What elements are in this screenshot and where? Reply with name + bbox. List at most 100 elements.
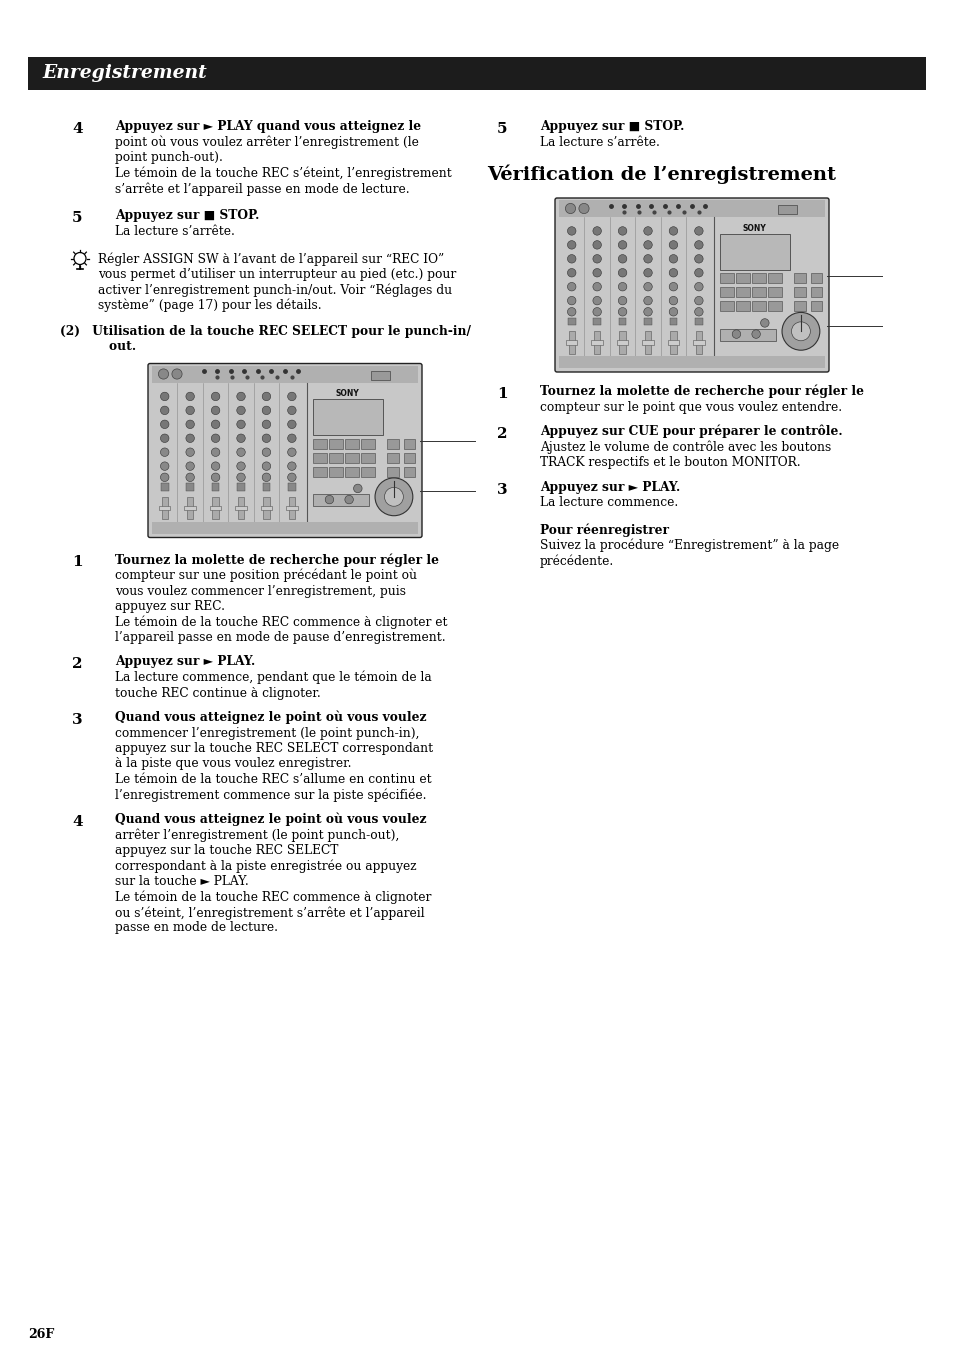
Circle shape (186, 420, 194, 428)
Bar (313, 400, 382, 435)
Circle shape (262, 420, 271, 428)
Bar (810, 288, 821, 297)
Text: SONY: SONY (335, 389, 358, 399)
Circle shape (694, 240, 702, 249)
Circle shape (781, 312, 819, 350)
Bar (751, 288, 765, 297)
Circle shape (618, 296, 626, 305)
Bar (212, 484, 219, 490)
Bar (313, 453, 327, 462)
Text: La lecture s’arrête.: La lecture s’arrête. (115, 226, 234, 238)
Bar (617, 340, 628, 345)
Circle shape (592, 296, 600, 305)
Text: 4: 4 (71, 815, 83, 830)
Text: Le témoin de la touche REC s’éteint, l’enregistrement: Le témoin de la touche REC s’éteint, l’e… (115, 166, 452, 180)
Bar (313, 439, 327, 449)
Circle shape (668, 227, 677, 235)
Bar (568, 331, 575, 354)
Bar (643, 317, 651, 326)
Text: ou s’éteint, l’enregistrement s’arrête et l’appareil: ou s’éteint, l’enregistrement s’arrête e… (115, 907, 424, 920)
Text: Appuyez sur ► PLAY quand vous atteignez le: Appuyez sur ► PLAY quand vous atteignez … (115, 120, 420, 132)
Circle shape (186, 473, 194, 481)
Text: Pour réenregistrer: Pour réenregistrer (539, 523, 668, 536)
Circle shape (643, 296, 652, 305)
Text: La lecture commence, pendant que le témoin de la: La lecture commence, pendant que le témo… (115, 671, 432, 685)
Circle shape (618, 308, 626, 316)
Bar (237, 484, 245, 490)
Circle shape (375, 478, 413, 516)
Bar (345, 467, 359, 477)
Circle shape (186, 434, 194, 443)
Bar (361, 467, 375, 477)
Bar (719, 273, 733, 284)
Circle shape (344, 496, 353, 504)
Circle shape (236, 407, 245, 415)
Text: Enregistrement: Enregistrement (42, 65, 207, 82)
Circle shape (354, 484, 362, 493)
Bar (403, 467, 415, 477)
Circle shape (694, 269, 702, 277)
Circle shape (791, 322, 809, 340)
Circle shape (288, 473, 295, 481)
Bar (751, 301, 765, 311)
Circle shape (592, 240, 600, 249)
Circle shape (592, 254, 600, 263)
Text: système” (page 17) pour les détails.: système” (page 17) pour les détails. (98, 299, 321, 312)
Circle shape (565, 204, 575, 213)
Text: Tournez la molette de recherche pour régler le: Tournez la molette de recherche pour rég… (539, 385, 863, 399)
Text: Tournez la molette de recherche pour régler le: Tournez la molette de recherche pour rég… (115, 554, 438, 567)
Bar (286, 505, 297, 509)
Circle shape (262, 392, 271, 401)
Text: à la piste que vous voulez enregistrer.: à la piste que vous voulez enregistrer. (115, 758, 351, 770)
Circle shape (160, 462, 169, 470)
Text: vous voulez commencer l’enregistrement, puis: vous voulez commencer l’enregistrement, … (115, 585, 406, 597)
Circle shape (618, 269, 626, 277)
Text: 3: 3 (71, 713, 83, 727)
Bar (558, 357, 824, 367)
Bar (387, 467, 398, 477)
Bar (644, 331, 651, 354)
Bar (767, 301, 781, 311)
Text: SONY: SONY (741, 224, 765, 232)
Text: 1: 1 (497, 386, 507, 401)
Circle shape (236, 434, 245, 443)
Circle shape (160, 434, 169, 443)
Bar (184, 505, 195, 509)
Text: Le témoin de la touche REC commence à clignoter: Le témoin de la touche REC commence à cl… (115, 890, 431, 904)
Text: Quand vous atteignez le point où vous voulez: Quand vous atteignez le point où vous vo… (115, 813, 426, 827)
Circle shape (567, 227, 576, 235)
Circle shape (262, 407, 271, 415)
Bar (670, 331, 676, 354)
Circle shape (236, 420, 245, 428)
Text: point punch-out).: point punch-out). (115, 151, 223, 163)
Bar (719, 288, 733, 297)
Text: La lecture commence.: La lecture commence. (539, 496, 678, 509)
Text: Appuyez sur ► PLAY.: Appuyez sur ► PLAY. (115, 655, 255, 669)
Bar (263, 497, 270, 519)
Bar (345, 439, 359, 449)
Circle shape (592, 227, 600, 235)
Circle shape (158, 369, 169, 380)
Bar (794, 301, 805, 311)
Text: point où vous voulez arrêter l’enregistrement (le: point où vous voulez arrêter l’enregistr… (115, 135, 418, 149)
Circle shape (172, 369, 182, 380)
Circle shape (325, 496, 334, 504)
Circle shape (668, 282, 677, 290)
Bar (735, 301, 749, 311)
Text: 4: 4 (71, 122, 83, 136)
Bar (593, 317, 600, 326)
Circle shape (160, 473, 169, 481)
Text: touche REC continue à clignoter.: touche REC continue à clignoter. (115, 686, 320, 700)
Circle shape (384, 488, 403, 507)
Circle shape (262, 473, 271, 481)
Circle shape (592, 269, 600, 277)
Bar (152, 521, 417, 534)
Bar (778, 205, 797, 215)
Circle shape (668, 240, 677, 249)
Bar (159, 505, 171, 509)
Bar (641, 340, 653, 345)
Bar (693, 340, 704, 345)
Bar (767, 273, 781, 284)
Text: l’enregistrement commence sur la piste spécifiée.: l’enregistrement commence sur la piste s… (115, 789, 426, 802)
Bar (161, 484, 169, 490)
